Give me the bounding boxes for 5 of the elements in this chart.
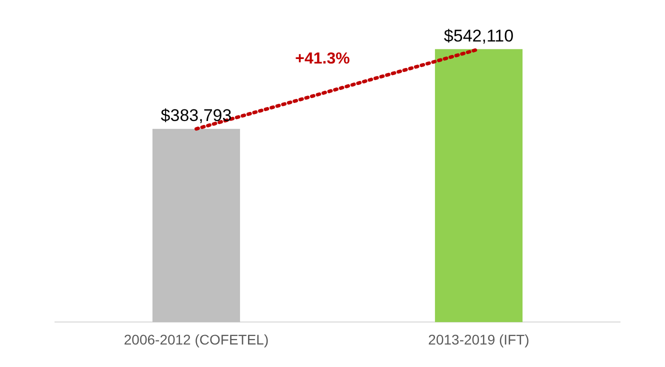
data-label: $542,110	[444, 26, 514, 46]
x-tick-label: 2013-2019 (IFT)	[428, 331, 530, 348]
data-label: $383,793	[160, 106, 232, 126]
annotation: +41.3%	[295, 50, 350, 68]
x-tick-label: 2006-2012 (COFETEL)	[124, 331, 269, 348]
